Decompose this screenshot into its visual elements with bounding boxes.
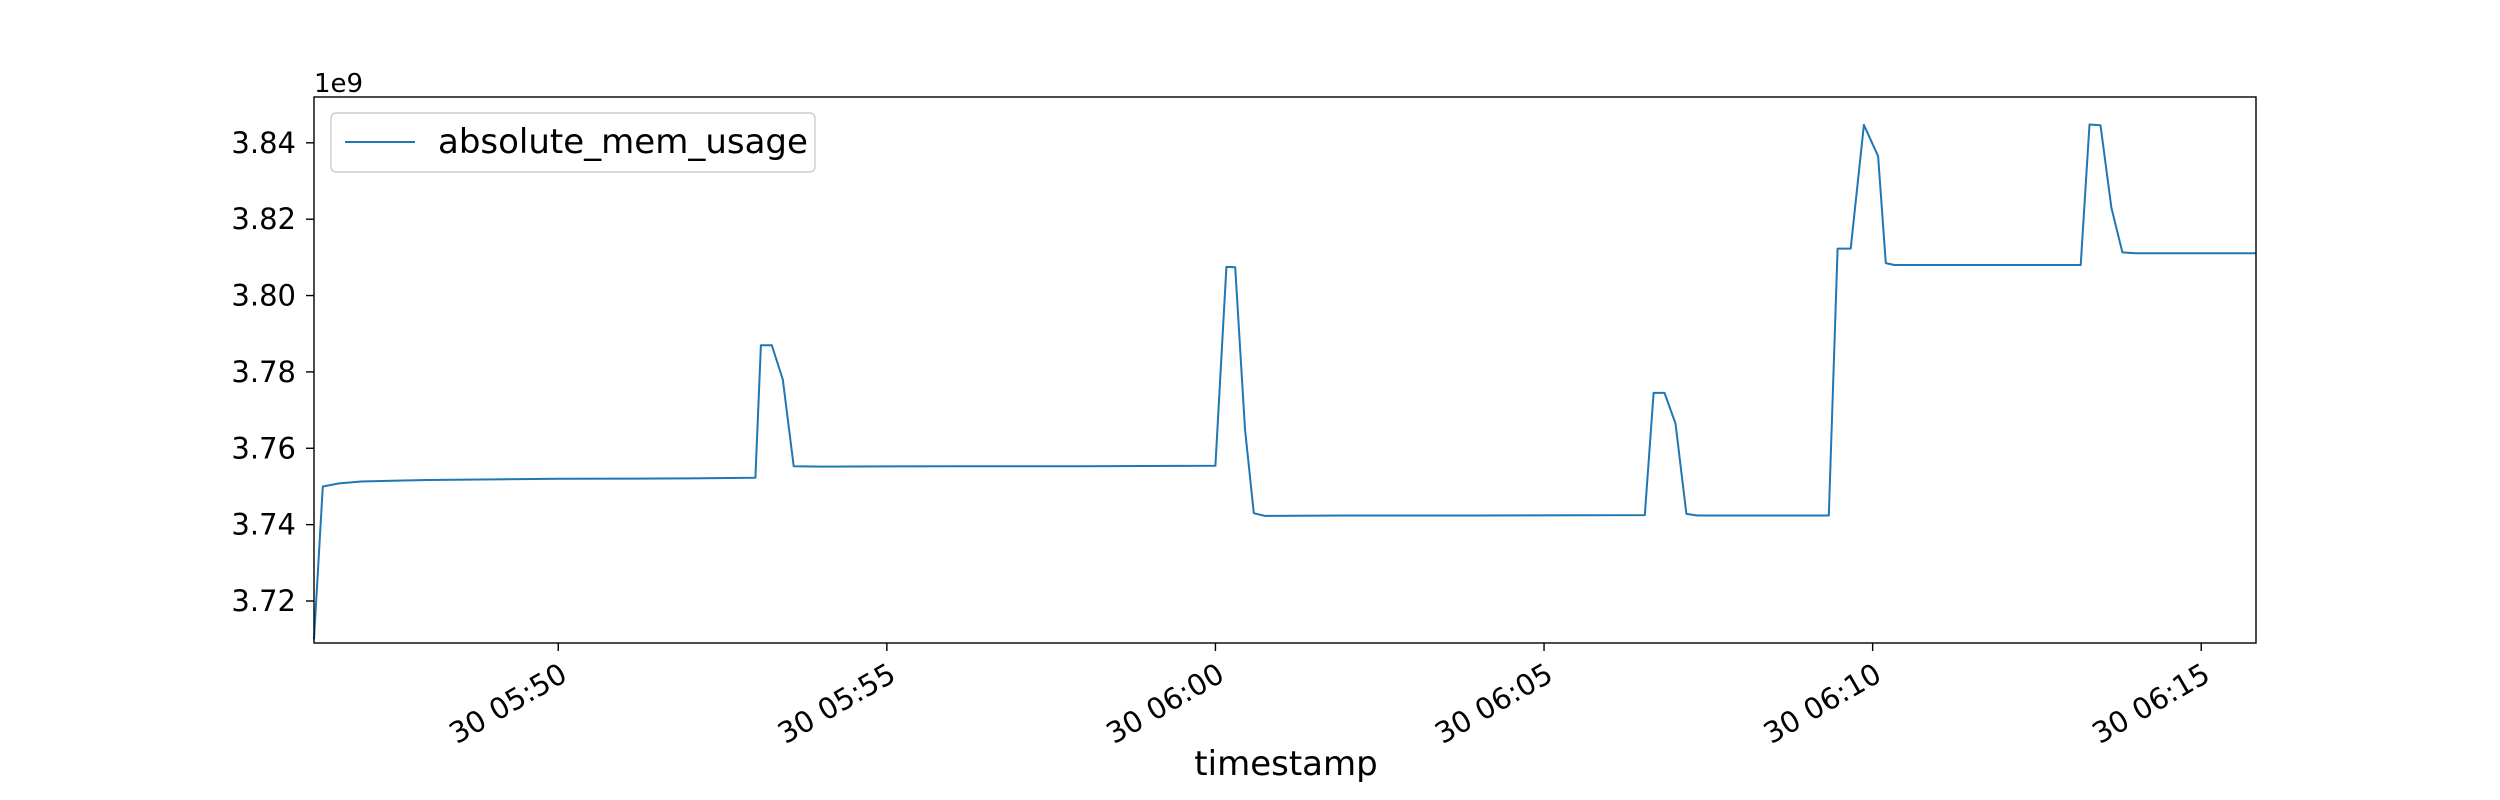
- y-tick-label: 3.84: [231, 126, 296, 160]
- x-tick-label: 30 06:00: [1100, 656, 1229, 750]
- axes-frame: [313, 96, 2257, 644]
- legend-label: absolute_mem_usage: [438, 122, 808, 162]
- x-axis-label: timestamp: [1194, 744, 1377, 784]
- legend: absolute_mem_usage: [330, 112, 816, 173]
- y-tick-label: 3.80: [231, 279, 296, 313]
- x-tick-label: 30 06:05: [1429, 656, 1558, 750]
- x-tick-label: 30 06:10: [1758, 656, 1887, 750]
- y-tick-label: 3.76: [231, 431, 296, 465]
- y-tick-label: 3.72: [231, 584, 296, 618]
- x-axis: 30 05:50 30 05:55 30 06:00 30 06:05 30 06:10…: [443, 643, 2216, 751]
- y-tick-label: 3.78: [231, 355, 296, 389]
- y-tick-label: 3.82: [231, 202, 296, 236]
- x-tick-label: 30 05:50: [443, 656, 572, 750]
- y-tick-label: 3.74: [231, 508, 296, 542]
- y-offset-text: 1e9: [314, 69, 363, 99]
- x-tick-label: 30 05:55: [772, 656, 901, 750]
- series-line: [313, 123, 2256, 640]
- x-tick-label: 30 06:15: [2086, 656, 2215, 750]
- y-axis: 3.72 3.74 3.76 3.78 3.80 3.82 3.84: [231, 126, 314, 618]
- legend-frame: [330, 112, 816, 173]
- plot-area: [313, 96, 2257, 644]
